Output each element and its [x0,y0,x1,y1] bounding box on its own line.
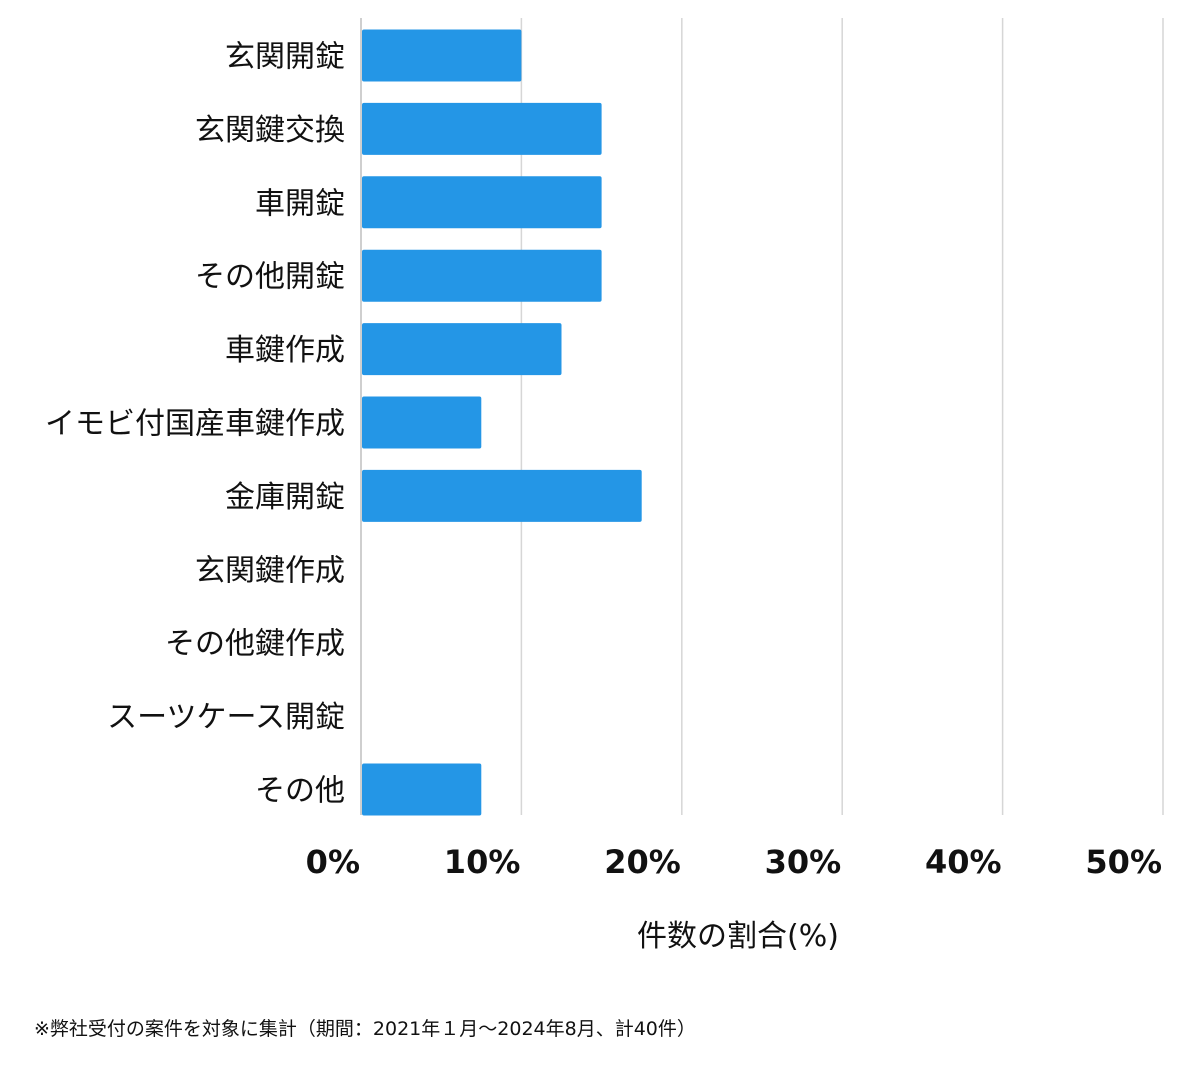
x-tick-labels: 0% 10% 20% 30% 40% 50% [306,843,1162,881]
category-label: 玄関鍵作成 [195,553,345,588]
category-label: イモビ付国産車鍵作成 [45,407,345,442]
bar [362,763,482,816]
bar-chart: 玄関開錠玄関鍵交換車開錠その他開錠車鍵作成イモビ付国産車鍵作成金庫開錠玄関鍵作成… [45,18,1164,954]
footnote: ※弊社受付の案件を対象に集計（期間：2021年１月〜2024年8月、計40件） [34,1018,696,1040]
x-tick-label: 10% [444,843,521,881]
category-label: 車鍵作成 [225,333,345,368]
x-tick-label: 40% [925,843,1002,881]
category-label: 玄関開錠 [225,40,345,75]
x-tick-label: 0% [306,843,360,881]
category-label: スーツケース開錠 [107,700,345,735]
category-label: その他開錠 [195,260,345,295]
category-labels: 玄関開錠玄関鍵交換車開錠その他開錠車鍵作成イモビ付国産車鍵作成金庫開錠玄関鍵作成… [45,40,345,809]
bar [362,102,602,155]
bar [362,176,602,229]
category-label: その他鍵作成 [165,627,345,662]
bar [362,323,562,376]
bar [362,29,522,82]
bar [362,469,642,522]
x-tick-label: 20% [604,843,681,881]
bars [362,29,642,816]
category-label: その他 [255,774,345,809]
category-label: 玄関鍵交換 [195,113,345,148]
category-label: 車開錠 [255,186,345,221]
x-tick-label: 50% [1085,843,1162,881]
bar [362,396,482,449]
category-label: 金庫開錠 [225,480,345,515]
x-tick-label: 30% [765,843,842,881]
bar [362,249,602,302]
x-axis-title: 件数の割合(%) [637,919,839,954]
